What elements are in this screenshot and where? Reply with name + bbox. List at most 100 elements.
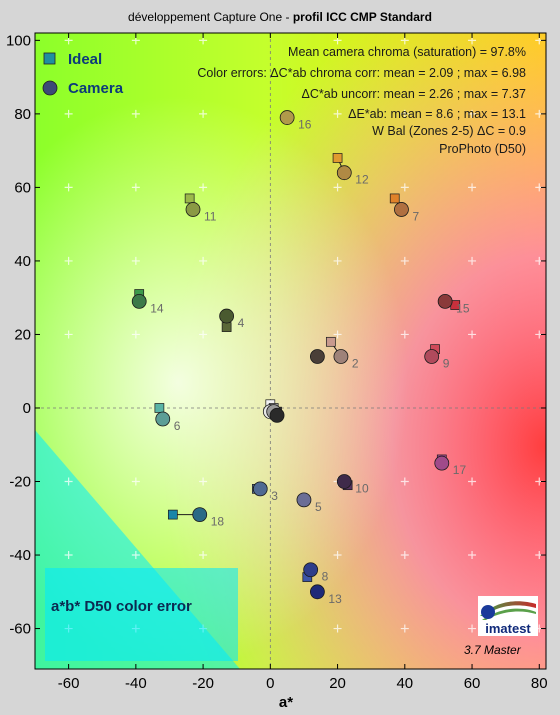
camera-marker [309,584,325,600]
grid-marker [131,477,140,486]
y-tick-label: -40 [9,547,31,564]
grid-marker [199,330,208,339]
y-tick-label: 60 [14,179,31,196]
grid-marker [199,551,208,560]
grid-marker [64,477,73,486]
x-axis-label: a* [279,694,293,711]
camera-marker [336,474,352,489]
grid-marker [333,551,342,560]
camera-marker [336,165,352,181]
patch-label: 11 [204,209,217,223]
grid-marker [333,183,342,192]
patch-label: 14 [150,301,164,315]
patch-label: 4 [238,316,245,330]
grid-marker [199,477,208,486]
annotation-line: ΔE*ab: mean = 8.6 ; max = 13.1 [348,107,526,121]
grid-marker [131,330,140,339]
y-tick-label: 20 [14,326,31,343]
grid-marker [400,109,409,118]
camera-marker [185,202,201,217]
logo-text: imatest [485,621,531,636]
y-tick-label: -20 [9,474,31,491]
camera-marker [279,110,295,125]
grid-marker [131,109,140,118]
camera-marker [309,349,325,364]
camera-marker [269,407,285,423]
grid-marker [131,183,140,192]
annotation-line: ΔC*ab uncorr: mean = 2.26 ; max = 7.37 [302,87,526,101]
grid-marker [400,330,409,339]
camera-marker [192,507,208,522]
y-tick-label: -60 [9,621,31,638]
grid-marker [468,624,477,633]
patch-label: 6 [174,419,181,433]
chart-title: a*b* D50 color error [51,598,192,615]
camera-marker [424,349,440,364]
x-tick-label: 40 [396,675,413,692]
chart-caption: a*b* D50 color error [45,568,238,661]
y-tick-label: 80 [14,106,31,123]
patch-label: 16 [298,118,312,132]
x-tick-label: -60 [58,675,80,692]
legend-ideal-marker [43,52,56,65]
patch-label: 7 [412,209,419,223]
grid-marker [468,256,477,265]
grid-marker [199,183,208,192]
camera-marker [394,202,409,217]
plot-background [35,33,546,669]
y-tick-label: 40 [14,253,31,270]
patch-label: 15 [456,301,470,315]
imatest-logo: imatest 3.7 Master [464,596,538,657]
annotation-block: Mean camera chroma (saturation) = 97.8% … [197,45,526,156]
x-tick-label: 0 [266,675,274,692]
grid-marker [400,624,409,633]
gridlines [35,33,546,669]
camera-marker [252,481,268,497]
grid-marker [468,330,477,339]
grid-marker [199,256,208,265]
annotation-line: W Bal (Zones 2-5) ΔC = 0.9 [372,124,526,138]
grid-marker [64,551,73,560]
version-label: 3.7 Master [464,643,522,657]
grid-marker [64,256,73,265]
ideal-marker [221,322,232,332]
grid-marker [333,624,342,633]
camera-marker [296,492,312,508]
x-tick-label: 20 [329,675,346,692]
grid-marker [64,109,73,118]
legend: Ideal Camera [42,51,124,97]
x-tick-label: 80 [531,675,548,692]
annotation-line: Color errors: ΔC*ab chroma corr: mean = … [197,66,526,80]
camera-marker [155,411,171,427]
ideal-marker [389,193,400,204]
ideal-marker [184,193,195,204]
x-tick-label: -40 [125,675,147,692]
grid-marker [131,256,140,265]
camera-marker [434,455,450,471]
patch-labels: 2 3 4 5 6 7 8 9 10 11 12 13 14 15 16 17 18 [150,118,470,606]
patch-label: 9 [443,357,450,371]
grid-marker [131,551,140,560]
camera-marker [131,293,147,309]
x-tick-label: -20 [192,675,214,692]
grid-marker [199,109,208,118]
plot-frame [34,32,547,670]
grid-marker [333,256,342,265]
legend-camera-marker [42,80,58,96]
ideal-marker [325,336,336,347]
patch-label: 8 [322,570,329,584]
ideal-marker [154,403,165,413]
camera-marker [437,293,453,309]
grid-marker [400,551,409,560]
grid-marker [64,330,73,339]
annotation-line: Mean camera chroma (saturation) = 97.8% [288,45,526,59]
grid-marker [468,109,477,118]
legend-camera-label: Camera [68,80,124,97]
x-tick-label: 60 [464,675,481,692]
window-title: développement Capture One - profil ICC C… [128,10,432,24]
ideal-marker [167,509,178,520]
axes: -60 -40 -20 0 20 40 60 80 -60 -40 -20 0 20 40 60 80 100 [6,32,548,692]
patch-label: 3 [271,489,278,503]
grid-marker [400,477,409,486]
